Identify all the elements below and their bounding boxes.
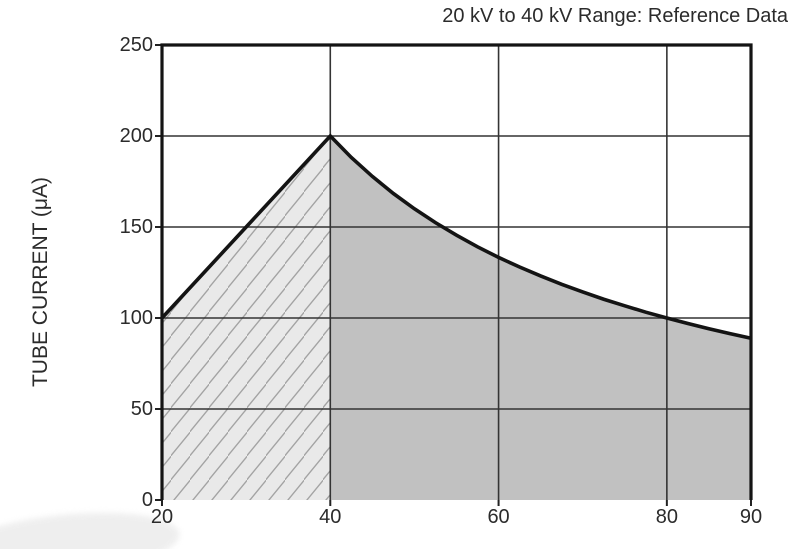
x-tick-label: 80 <box>655 506 678 528</box>
x-tick-label: 40 <box>319 506 342 528</box>
y-axis-title: TUBE CURRENT (μA) <box>29 176 52 388</box>
y-tick-label: 250 <box>119 34 153 56</box>
y-tick-label: 100 <box>119 307 153 329</box>
chart-title: 20 kV to 40 kV Range: Reference Data <box>442 5 788 27</box>
axis-border <box>160 43 753 500</box>
x-tick-label: 90 <box>739 506 763 528</box>
limit-curve <box>160 133 752 340</box>
y-tick-label: 200 <box>119 125 153 147</box>
x-tick-label: 20 <box>150 506 174 528</box>
y-tick-label: 0 <box>141 489 153 511</box>
y-tick-label: 50 <box>130 398 153 420</box>
x-tick-label: 60 <box>487 506 510 528</box>
y-tick-label: 150 <box>119 216 153 238</box>
